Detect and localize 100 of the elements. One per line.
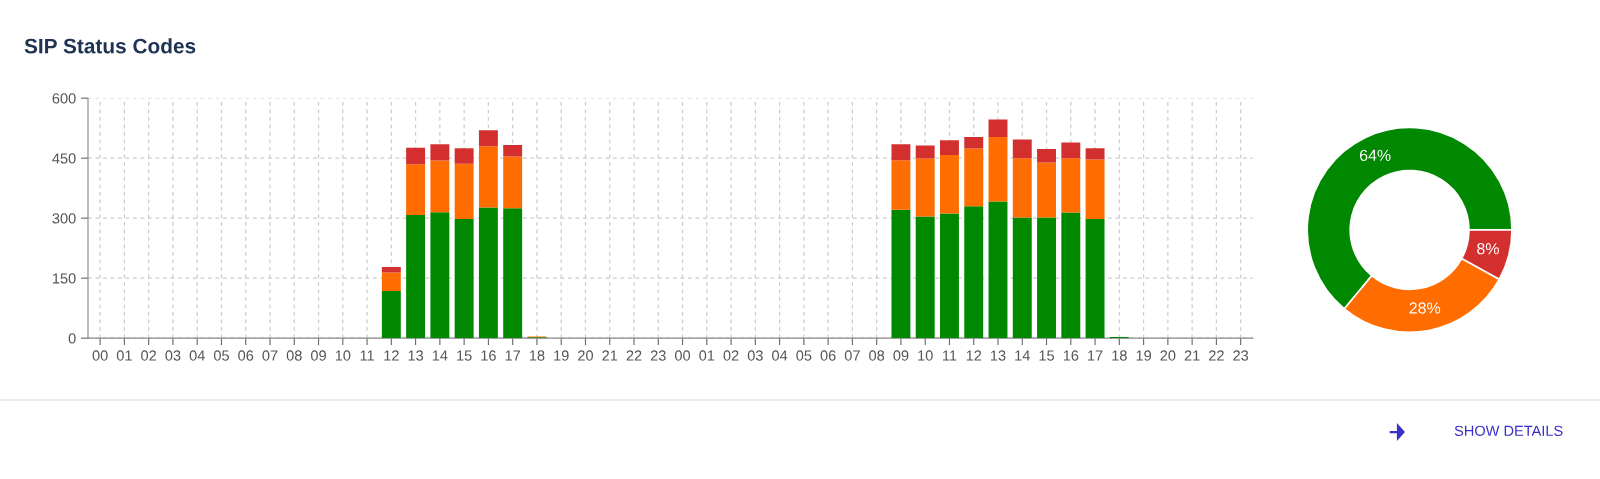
x-tick-label: 00 xyxy=(92,350,108,361)
y-tick-label: 150 xyxy=(52,273,76,284)
bar xyxy=(430,160,450,213)
x-tick-label: 06 xyxy=(238,350,254,361)
y-tick-label: 0 xyxy=(68,333,76,344)
x-tick-label: 06 xyxy=(820,350,836,361)
x-tick-label: 07 xyxy=(844,350,860,361)
bar xyxy=(1061,142,1081,159)
bar xyxy=(891,160,911,210)
bar xyxy=(478,207,498,339)
x-tick-label: 09 xyxy=(893,350,909,361)
chart-title: SIP Status Codes xyxy=(24,38,196,54)
bar xyxy=(988,119,1008,137)
bar xyxy=(454,218,474,339)
x-tick-label: 11 xyxy=(360,350,374,361)
bar xyxy=(988,136,1008,202)
bar xyxy=(964,206,984,339)
x-tick-label: 19 xyxy=(1136,350,1152,361)
bar xyxy=(915,216,935,339)
x-tick-label: 17 xyxy=(505,350,521,361)
bar xyxy=(454,163,474,219)
x-tick-label: 16 xyxy=(481,350,496,361)
x-tick-label: 11 xyxy=(943,350,957,361)
x-tick-label: 14 xyxy=(1015,350,1030,361)
y-tick-label: 450 xyxy=(52,153,76,164)
x-tick-label: 04 xyxy=(772,350,788,361)
bar xyxy=(1012,217,1032,339)
bar xyxy=(478,146,498,208)
x-tick-label: 10 xyxy=(335,350,351,361)
bar xyxy=(1085,218,1105,339)
y-tick-label: 600 xyxy=(52,93,76,104)
bar xyxy=(940,154,959,214)
bar xyxy=(406,164,426,215)
bar xyxy=(381,272,401,291)
x-tick-label: 18 xyxy=(529,350,545,361)
bar xyxy=(1037,217,1056,339)
bar xyxy=(1037,148,1056,163)
text: SHOW DETAILS xyxy=(1454,425,1563,436)
data-label: 64% xyxy=(1359,149,1391,162)
bar xyxy=(964,136,984,149)
bar xyxy=(503,156,523,209)
bar xyxy=(915,158,935,217)
bar xyxy=(964,148,984,207)
bar xyxy=(1085,148,1105,160)
x-tick-label: 23 xyxy=(650,350,666,361)
x-tick-label: 20 xyxy=(578,350,594,361)
x-tick-label: 07 xyxy=(262,350,278,361)
bar xyxy=(454,148,474,164)
bar xyxy=(430,212,450,339)
bar xyxy=(406,214,426,339)
x-tick-label: 02 xyxy=(723,350,739,361)
x-tick-label: 01 xyxy=(116,350,132,361)
x-tick-label: 15 xyxy=(1039,350,1055,361)
bar xyxy=(1012,139,1032,159)
bar xyxy=(940,140,959,155)
x-tick-label: 21 xyxy=(1184,350,1200,361)
x-tick-label: 13 xyxy=(991,350,1006,361)
x-tick-label: 03 xyxy=(165,350,181,361)
x-tick-label: 05 xyxy=(213,350,229,361)
x-tick-label: 00 xyxy=(674,350,691,361)
x-tick-label: 22 xyxy=(1209,350,1224,361)
bar xyxy=(381,266,401,273)
x-tick-label: 01 xyxy=(699,350,715,361)
bar xyxy=(503,144,523,157)
y-tick-label: 300 xyxy=(52,213,76,224)
x-tick-label: 12 xyxy=(966,350,982,361)
bar xyxy=(891,209,911,339)
x-tick-label: 16 xyxy=(1063,350,1079,361)
x-tick-label: 12 xyxy=(384,350,399,361)
x-tick-label: 02 xyxy=(141,350,157,361)
bar xyxy=(478,130,498,147)
bar xyxy=(940,213,959,339)
bar xyxy=(915,145,935,159)
x-tick-label: 18 xyxy=(1112,350,1127,361)
x-tick-label: 08 xyxy=(869,350,885,361)
x-tick-label: 23 xyxy=(1233,350,1249,361)
x-tick-label: 15 xyxy=(457,350,472,361)
bar xyxy=(406,147,426,165)
x-tick-label: 20 xyxy=(1160,350,1176,361)
x-tick-label: 04 xyxy=(189,350,205,361)
x-tick-label: 19 xyxy=(554,350,569,361)
bar xyxy=(1037,162,1056,218)
bar xyxy=(1061,158,1081,213)
x-tick-label: 13 xyxy=(408,350,424,361)
bar xyxy=(1061,212,1081,339)
bar xyxy=(1085,159,1105,219)
x-tick-label: 08 xyxy=(286,350,302,361)
data-label: 28% xyxy=(1409,302,1441,314)
x-tick-label: 21 xyxy=(602,350,618,361)
x-tick-label: 14 xyxy=(432,350,448,361)
x-tick-label: 17 xyxy=(1088,350,1103,361)
bar xyxy=(430,144,450,161)
bar xyxy=(503,208,523,339)
x-tick-label: 03 xyxy=(747,350,763,361)
bar xyxy=(381,290,401,339)
x-tick-label: 05 xyxy=(796,350,812,361)
x-tick-label: 22 xyxy=(626,350,642,361)
bar xyxy=(1012,158,1032,218)
x-tick-label: 10 xyxy=(918,350,933,361)
bar xyxy=(891,144,911,161)
